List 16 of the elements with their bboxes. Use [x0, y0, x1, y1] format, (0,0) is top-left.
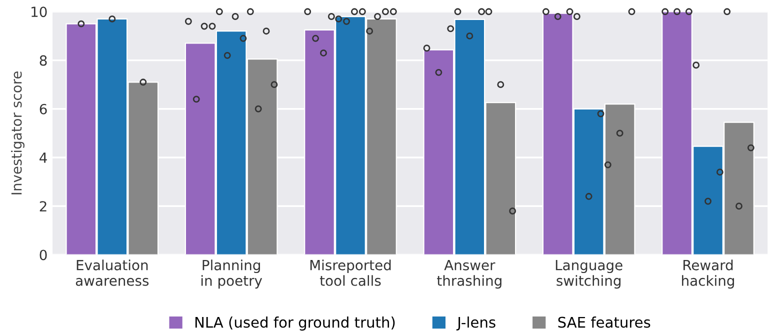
legend-label: NLA (used for ground truth) [195, 316, 395, 331]
y-axis-title: Investigator score [11, 71, 24, 194]
legend-label: SAE features [558, 316, 650, 328]
y-tick-label: 0 [40, 250, 47, 260]
y-tick-label: 4 [40, 152, 47, 163]
y-tick-label: 8 [40, 55, 47, 66]
legend-label: J-lens [456, 316, 496, 330]
x-tick-label: Evaluation awareness [76, 260, 149, 286]
y-tick-label: 6 [40, 104, 47, 114]
x-tick-label: Answer thrashing [437, 260, 502, 289]
y-tick-label: 2 [40, 201, 46, 212]
x-tick-label: Reward hacking [682, 260, 734, 289]
x-tick-label: Language switching [556, 260, 622, 289]
x-tick-label: Misreported tool calls [310, 260, 391, 286]
x-tick-label: Planning in poetry [201, 260, 262, 289]
y-tick-label: 10 [32, 6, 47, 18]
